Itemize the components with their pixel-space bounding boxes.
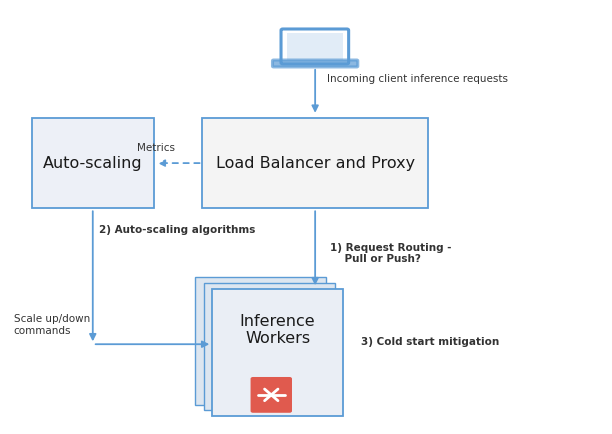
Text: Metrics: Metrics — [137, 143, 175, 153]
FancyBboxPatch shape — [250, 377, 292, 413]
FancyBboxPatch shape — [212, 289, 343, 416]
Text: Inference
Workers: Inference Workers — [240, 313, 315, 346]
FancyBboxPatch shape — [204, 283, 335, 410]
FancyBboxPatch shape — [272, 60, 358, 67]
FancyBboxPatch shape — [287, 33, 343, 59]
Text: 3) Cold start mitigation: 3) Cold start mitigation — [361, 337, 499, 347]
Text: Scale up/down
commands: Scale up/down commands — [13, 314, 90, 335]
FancyBboxPatch shape — [203, 118, 428, 208]
FancyBboxPatch shape — [32, 118, 154, 208]
Text: 1) Request Routing -
    Pull or Push?: 1) Request Routing - Pull or Push? — [330, 243, 452, 264]
Text: Incoming client inference requests: Incoming client inference requests — [327, 74, 509, 84]
FancyBboxPatch shape — [281, 29, 349, 64]
FancyBboxPatch shape — [195, 277, 326, 404]
Text: Load Balancer and Proxy: Load Balancer and Proxy — [215, 156, 415, 171]
Text: 2) Auto-scaling algorithms: 2) Auto-scaling algorithms — [99, 225, 255, 235]
Text: Auto-scaling: Auto-scaling — [43, 156, 143, 171]
